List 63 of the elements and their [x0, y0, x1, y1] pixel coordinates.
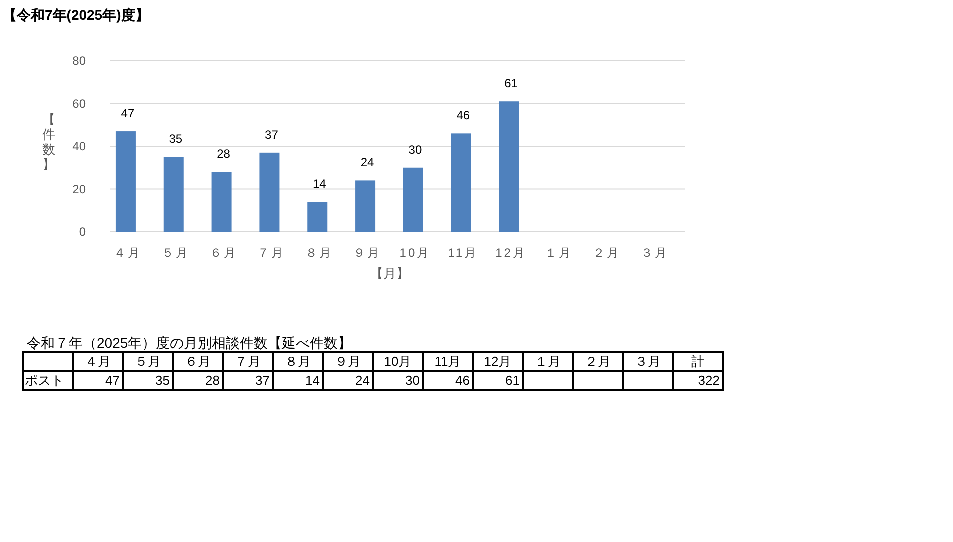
bar	[212, 172, 232, 232]
y-tick-label: 20	[72, 182, 86, 196]
y-axis-title: 【件数】	[42, 112, 56, 172]
data-label: 61	[506, 373, 520, 388]
text: 令和７年（2025年）度の月別相談件数【延べ件数】	[27, 335, 352, 351]
bar	[451, 134, 472, 232]
annotation: 30	[408, 142, 422, 157]
annotation: 61	[504, 76, 518, 91]
x-tick-label: ６月	[210, 246, 238, 260]
annotation: 24	[360, 156, 375, 170]
data-label: 30	[406, 373, 420, 388]
x-axis-title: 【月】	[370, 266, 410, 281]
category-label: ２月	[585, 354, 611, 369]
bar	[403, 168, 424, 232]
category-label: 11月	[434, 354, 462, 369]
category-label: 10月	[384, 354, 412, 369]
data-label: 14	[306, 373, 320, 388]
y-tick-label: 0	[79, 225, 86, 239]
data-label: 37	[256, 373, 270, 388]
bar	[356, 180, 376, 232]
category-label: ５月	[135, 354, 161, 369]
x-tick-label: ３月	[641, 246, 670, 260]
text: ポスト	[25, 373, 64, 388]
category-label: ８月	[285, 354, 311, 369]
category-label: ７月	[235, 354, 261, 369]
annotation: 47	[121, 106, 135, 121]
y-tick-label: 80	[72, 54, 86, 68]
data-label: 28	[206, 373, 220, 388]
bar	[116, 132, 136, 232]
category-label: ６月	[185, 354, 211, 369]
bar	[260, 152, 280, 232]
category-label: １月	[535, 354, 561, 369]
annotation: 46	[456, 108, 470, 123]
bar	[499, 102, 520, 232]
data-label: 35	[156, 373, 170, 388]
annotation: 14	[312, 177, 327, 192]
text: 計	[692, 354, 704, 369]
annotation: 37	[265, 128, 279, 142]
x-tick-label: １月	[545, 246, 574, 260]
data-label: 46	[456, 373, 470, 388]
x-tick-label: 12月	[496, 246, 527, 260]
x-tick-label: ５月	[162, 246, 190, 260]
annotation: 35	[169, 132, 183, 146]
bar	[164, 157, 184, 232]
category-label: 12月	[484, 354, 512, 369]
category-label: ３月	[635, 354, 661, 369]
x-tick-label: ８月	[306, 246, 334, 260]
chart-title: 【令和7年(2025年)度】	[3, 7, 150, 23]
category-label: ９月	[335, 354, 361, 369]
x-tick-label: ７月	[258, 246, 286, 260]
data-label: 24	[356, 373, 370, 388]
y-tick-label: 60	[72, 96, 86, 111]
x-tick-label: 10月	[400, 246, 432, 260]
annotation: 28	[217, 147, 231, 162]
text: 322	[698, 373, 720, 388]
x-tick-label: ９月	[354, 246, 382, 260]
x-tick-label: ２月	[593, 246, 622, 260]
x-tick-label: ４月	[114, 246, 142, 260]
bar	[308, 202, 328, 232]
category-label: ４月	[85, 354, 111, 369]
data-label: 47	[106, 373, 120, 388]
x-tick-label: 11月	[448, 246, 479, 260]
y-tick-label: 40	[72, 140, 86, 154]
